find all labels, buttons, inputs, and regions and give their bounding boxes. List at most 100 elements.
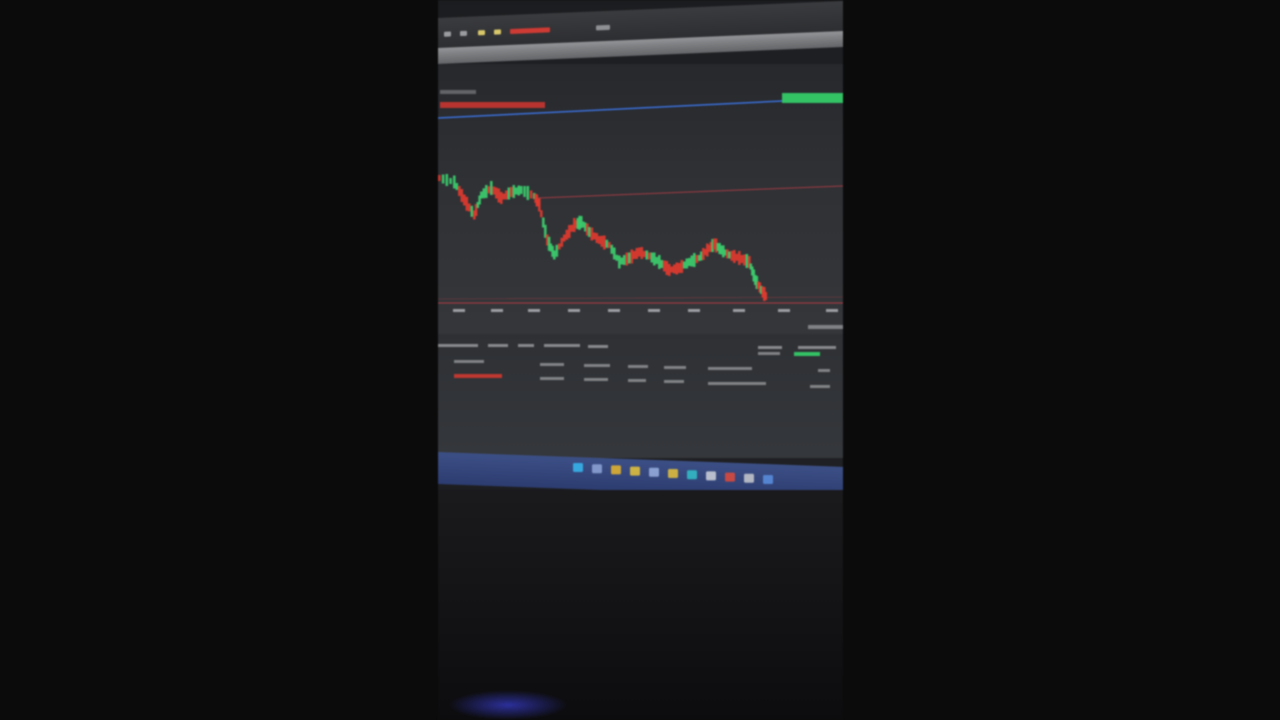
candle — [653, 252, 656, 266]
candle — [593, 232, 596, 240]
candle — [675, 262, 679, 275]
candle — [650, 252, 654, 263]
candle — [512, 185, 516, 198]
candle — [492, 186, 496, 195]
candle — [478, 195, 481, 205]
candle — [707, 245, 711, 252]
axis-tick-label — [608, 309, 620, 312]
table-cell-text — [540, 363, 564, 366]
candle — [752, 269, 756, 282]
candle — [586, 223, 589, 236]
table-cell-text — [664, 366, 686, 369]
candle — [704, 249, 707, 255]
candle — [716, 243, 720, 251]
candle — [673, 264, 676, 274]
desk-area — [438, 490, 843, 720]
candle — [693, 253, 696, 267]
candle — [533, 193, 536, 199]
candle — [690, 255, 694, 267]
candle — [507, 187, 511, 200]
status-badge — [794, 352, 820, 356]
candle — [517, 185, 521, 196]
axis-tick-label — [568, 309, 580, 312]
app-icon — [668, 469, 678, 478]
candle — [718, 243, 721, 254]
candle — [688, 258, 691, 266]
candle — [714, 238, 718, 253]
candle — [751, 266, 754, 276]
candle — [663, 260, 666, 272]
candle — [698, 255, 701, 261]
table-cell-text — [454, 360, 484, 363]
candle — [497, 188, 501, 203]
candle — [706, 243, 709, 257]
pnl-value — [454, 374, 502, 378]
candle — [702, 248, 705, 260]
candle — [757, 281, 760, 289]
support-line — [438, 296, 843, 300]
candle — [610, 244, 614, 254]
letterbox-left — [0, 0, 438, 720]
candle — [485, 185, 488, 198]
candle — [655, 257, 659, 264]
candle — [553, 250, 556, 260]
candle — [623, 255, 626, 265]
time-axis — [453, 309, 843, 329]
candle — [745, 254, 749, 268]
table-header-text — [488, 344, 508, 347]
axis-tick-label — [648, 309, 660, 312]
candle — [460, 189, 464, 202]
candle — [711, 239, 714, 252]
candle — [760, 286, 763, 294]
candle — [574, 220, 578, 229]
app-icon — [763, 475, 773, 484]
axis-tick-label — [491, 309, 503, 312]
candle — [515, 187, 518, 195]
candle — [465, 196, 469, 211]
candle — [529, 190, 533, 199]
candle — [468, 203, 471, 212]
candle — [542, 217, 545, 228]
candle — [754, 275, 757, 285]
app-icon — [687, 470, 697, 480]
candle — [735, 253, 739, 261]
table-cell-text — [810, 385, 830, 388]
candle — [595, 233, 599, 243]
table-header-text — [438, 344, 478, 347]
candle — [563, 234, 566, 242]
candle — [613, 247, 616, 260]
candle — [643, 251, 646, 257]
candle — [565, 229, 569, 240]
candle — [618, 255, 621, 269]
monitor-photo — [438, 0, 843, 720]
candle — [523, 186, 526, 197]
candle — [560, 237, 564, 247]
candle — [540, 210, 543, 218]
app-icon — [649, 467, 659, 477]
app-icon — [725, 472, 735, 482]
candle — [584, 222, 587, 232]
candle — [555, 244, 559, 257]
candle — [761, 286, 765, 298]
candle — [600, 235, 604, 247]
candle — [520, 186, 523, 194]
candle — [438, 175, 441, 181]
axis-tick-label — [733, 309, 745, 312]
candle — [730, 250, 734, 261]
resistance-line — [537, 185, 843, 199]
table-header-text — [798, 346, 836, 349]
candle — [695, 255, 699, 263]
table-cell-text — [540, 377, 564, 380]
candle — [455, 183, 459, 190]
app-icon — [706, 471, 716, 481]
candle — [549, 243, 553, 252]
candle — [551, 245, 554, 257]
candle — [680, 260, 684, 273]
table-header-text — [518, 344, 534, 347]
candle — [588, 227, 591, 237]
chart-header-alert — [440, 102, 545, 108]
table-header-text — [544, 344, 580, 347]
candle — [490, 181, 493, 195]
candle — [608, 242, 611, 248]
candle — [685, 258, 689, 269]
